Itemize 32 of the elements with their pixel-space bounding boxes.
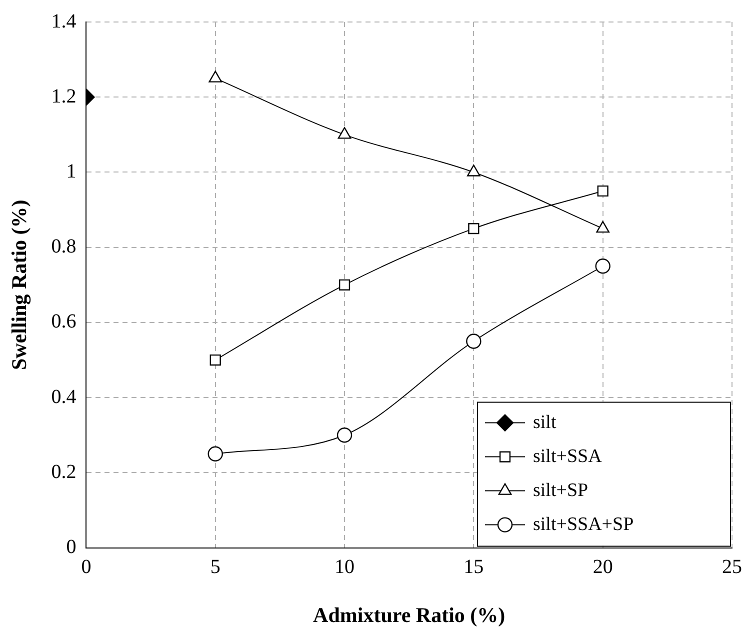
y-tick-label: 1.4	[51, 10, 76, 32]
point	[208, 70, 222, 82]
point	[208, 446, 223, 462]
point	[595, 258, 610, 274]
point	[466, 334, 482, 349]
y-axis-title: Swelling Ratio (%)	[7, 200, 32, 370]
point	[597, 185, 608, 197]
legend-label: silt+SP	[533, 480, 588, 501]
x-tick-label: 25	[722, 556, 742, 578]
x-axis-title: Admixture Ratio (%)	[313, 602, 506, 627]
legend-label: silt+SSA+SP	[533, 514, 634, 535]
y-tick-label: 0.2	[51, 460, 76, 483]
x-tick-label: 15	[464, 556, 484, 578]
x-tick-label: 10	[334, 556, 355, 578]
y-tick-label: 1	[66, 160, 76, 182]
y-tick-label: 0.4	[51, 386, 76, 408]
y-tick-label: 1.2	[51, 85, 76, 108]
x-tick-label: 0	[81, 556, 92, 578]
point	[336, 428, 352, 443]
x-tick-label: 20	[592, 556, 613, 578]
y-tick-label: 0	[66, 536, 76, 558]
point	[467, 164, 480, 176]
legend-label: silt+SSA	[533, 446, 602, 467]
point	[338, 127, 352, 139]
point	[210, 354, 221, 366]
point	[596, 220, 610, 233]
legend-label: silt	[533, 412, 557, 433]
x-tick-label: 5	[210, 556, 220, 578]
point	[468, 223, 480, 234]
y-tick-label: 0.6	[51, 310, 76, 333]
point	[338, 279, 350, 290]
y-tick-label: 0.8	[51, 236, 76, 258]
